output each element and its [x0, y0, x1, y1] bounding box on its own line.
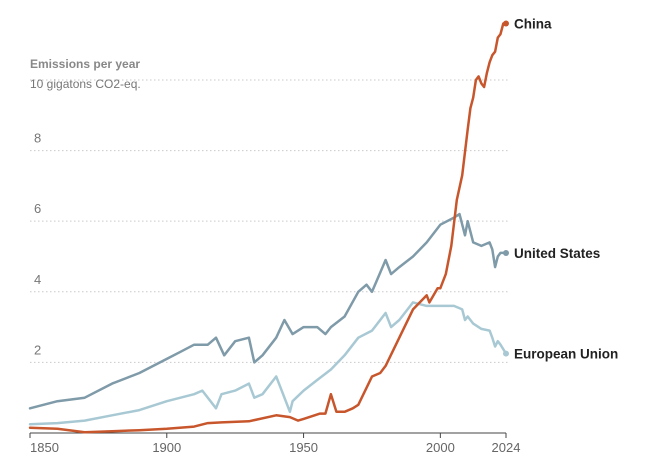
series-label-united-states: United States	[514, 246, 600, 261]
y-tick-labels: 2 4 6 8	[34, 131, 41, 358]
y-tick-label: 4	[34, 272, 41, 287]
grid-lines	[30, 79, 510, 363]
y-tick-label: 2	[34, 342, 41, 357]
y-tick-label: 6	[34, 201, 41, 216]
series-label-european-union: European Union	[514, 347, 618, 362]
x-tick-labels: 1850 1900 1950 2000 2024	[30, 440, 520, 455]
x-axis	[29, 432, 507, 438]
y-axis-title: Emissions per year	[30, 57, 140, 71]
endpoint-china	[503, 20, 509, 27]
line-european-union	[28, 301, 508, 426]
endpoint-european-union	[503, 350, 509, 357]
x-tick-label: 2000	[426, 440, 455, 455]
series-label-china: China	[514, 16, 552, 31]
series-lines	[28, 20, 509, 434]
x-tick-label: 1950	[289, 440, 318, 455]
x-tick-label: 1850	[30, 440, 59, 455]
line-united-states	[28, 212, 508, 410]
y-axis-unit: 10 gigatons CO2-eq.	[30, 77, 141, 91]
series-labels: European Union United States China	[514, 16, 618, 361]
x-tick-label: 1900	[152, 440, 181, 455]
line-china	[28, 22, 508, 434]
y-tick-label: 8	[34, 131, 41, 146]
x-tick-label: 2024	[492, 440, 521, 455]
endpoint-united-states	[503, 249, 509, 256]
